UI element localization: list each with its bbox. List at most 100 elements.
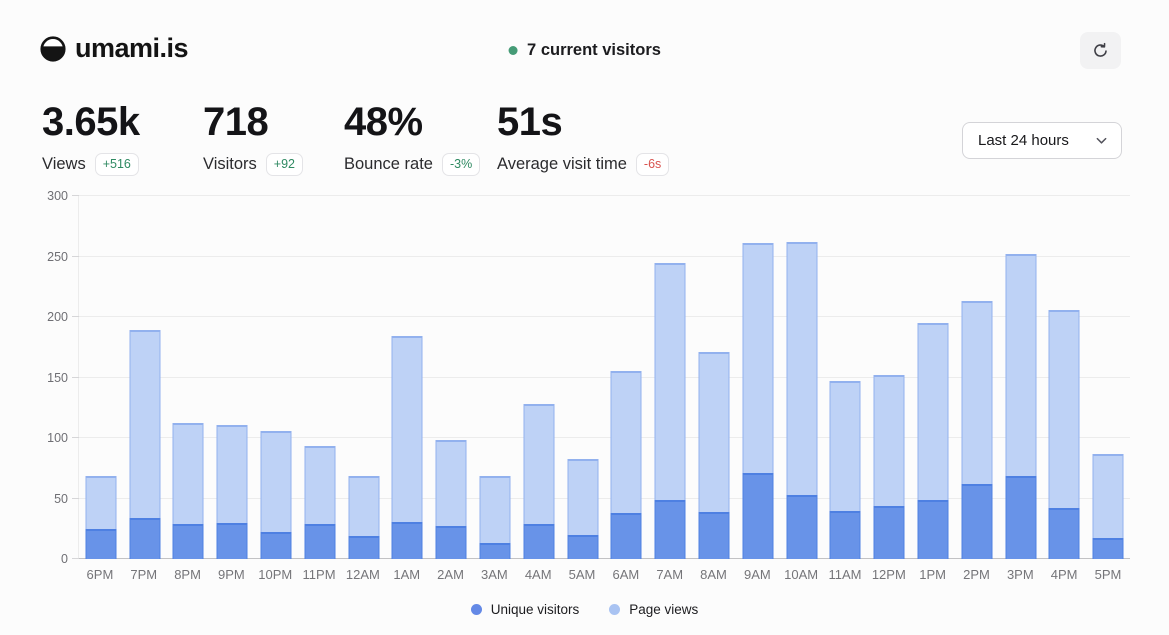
unique-visitors-bar[interactable] xyxy=(829,510,861,559)
metric-bounce-rate: 48% Bounce rate -3% xyxy=(344,102,497,176)
metric-change-badge: -6s xyxy=(635,153,670,176)
bar-group-3pm[interactable] xyxy=(999,196,1043,559)
metric-change-badge: +92 xyxy=(265,153,304,176)
bar-group-2pm[interactable] xyxy=(955,196,999,559)
metric-views: 3.65k Views +516 xyxy=(42,102,203,176)
bars-container xyxy=(79,196,1130,559)
x-tick-label: 2PM xyxy=(963,567,990,582)
gridline xyxy=(72,437,1130,438)
metric-change-badge: +516 xyxy=(94,153,139,176)
y-tick-label: 300 xyxy=(47,189,68,203)
date-range-select[interactable]: Last 24 hours xyxy=(962,122,1122,159)
metric-value: 48% xyxy=(344,100,423,144)
bar-group-2am[interactable] xyxy=(429,196,473,559)
unique-visitors-bar[interactable] xyxy=(873,505,905,559)
bar-group-10am[interactable] xyxy=(780,196,824,559)
axis-tick xyxy=(72,558,79,559)
legend-label: Page views xyxy=(629,602,699,617)
x-tick-label: 6PM xyxy=(86,567,114,582)
unique-visitors-bar[interactable] xyxy=(742,473,774,559)
bar-group-10pm[interactable] xyxy=(254,196,298,559)
unique-visitors-bar[interactable] xyxy=(260,532,292,559)
x-tick-label: 9PM xyxy=(218,567,245,582)
unique-visitors-bar[interactable] xyxy=(435,526,467,559)
x-tick-label: 10AM xyxy=(784,567,819,582)
chart-legend: Unique visitors Page views xyxy=(0,602,1169,617)
legend-item-page-views[interactable]: Page views xyxy=(609,602,698,617)
unique-visitors-bar[interactable] xyxy=(85,528,117,559)
bar-group-11pm[interactable] xyxy=(298,196,342,559)
bar-group-6am[interactable] xyxy=(605,196,649,559)
x-tick-label: 10PM xyxy=(258,567,293,582)
unique-visitors-bar[interactable] xyxy=(610,513,642,559)
unique-visitors-bar[interactable] xyxy=(698,511,730,559)
x-tick-label: 11PM xyxy=(302,567,336,582)
axis-tick xyxy=(72,376,79,378)
bar-group-1am[interactable] xyxy=(386,196,430,559)
unique-visitors-bar[interactable] xyxy=(961,483,993,559)
x-tick-label: 9AM xyxy=(743,567,771,582)
axis-tick xyxy=(72,316,79,317)
bar-group-7am[interactable] xyxy=(648,196,692,559)
unique-visitors-bar[interactable] xyxy=(479,543,511,559)
unique-visitors-bar[interactable] xyxy=(786,494,818,559)
brand: umami.is xyxy=(40,33,189,64)
unique-visitors-bar[interactable] xyxy=(523,523,555,559)
legend-dot-icon xyxy=(609,604,621,615)
bar-group-5am[interactable] xyxy=(561,196,605,559)
unique-visitors-bar[interactable] xyxy=(216,522,248,559)
bar-group-9pm[interactable] xyxy=(210,196,254,559)
x-tick-label: 6AM xyxy=(612,567,640,582)
x-tick-label: 12AM xyxy=(345,567,380,582)
x-axis-labels: 6PM 7PM 8PM 9PM 10PM 11PM 12AM 1AM 2AM 3AM 4AM 5AM 6… xyxy=(78,567,1130,582)
x-tick-label: 12PM xyxy=(871,567,906,582)
bar-group-1pm[interactable] xyxy=(911,196,955,559)
bar-group-9am[interactable] xyxy=(736,196,780,559)
x-tick-label: 5PM xyxy=(1094,567,1122,582)
bar-group-12am[interactable] xyxy=(342,196,386,559)
bar-group-12pm[interactable] xyxy=(867,196,911,559)
unique-visitors-bar[interactable] xyxy=(304,523,336,559)
unique-visitors-bar[interactable] xyxy=(1048,508,1080,559)
axis-tick xyxy=(72,497,79,499)
y-tick-label: 100 xyxy=(47,431,68,445)
gridline xyxy=(72,255,1130,257)
unique-visitors-bar[interactable] xyxy=(129,517,161,559)
refresh-button[interactable] xyxy=(1080,32,1121,69)
unique-visitors-bar[interactable] xyxy=(1005,475,1037,559)
bar-group-6pm[interactable] xyxy=(79,196,123,559)
metric-average-visit-time: 51s Average visit time -6s xyxy=(497,102,677,176)
bar-group-7pm[interactable] xyxy=(123,196,167,559)
current-visitors: 7 current visitors xyxy=(508,41,661,60)
x-tick-label: 7PM xyxy=(130,567,158,582)
bar-group-4am[interactable] xyxy=(517,196,561,559)
unique-visitors-bar[interactable] xyxy=(917,499,949,559)
x-tick-label: 1PM xyxy=(919,567,947,582)
date-range-label: Last 24 hours xyxy=(978,132,1069,149)
unique-visitors-bar[interactable] xyxy=(567,534,599,559)
unique-visitors-bar[interactable] xyxy=(391,521,423,559)
gridline xyxy=(72,195,1130,196)
unique-visitors-bar[interactable] xyxy=(172,523,204,559)
gridline xyxy=(72,376,1130,378)
metric-value: 718 xyxy=(203,100,269,144)
bar-group-5pm[interactable] xyxy=(1086,196,1130,559)
x-tick-label: 3AM xyxy=(481,567,508,582)
bar-group-8am[interactable] xyxy=(692,196,736,559)
y-tick-label: 200 xyxy=(47,310,68,324)
bar-group-4pm[interactable] xyxy=(1043,196,1087,559)
bar-group-8pm[interactable] xyxy=(167,196,211,559)
live-dot-icon xyxy=(508,46,518,55)
unique-visitors-bar[interactable] xyxy=(1092,538,1124,559)
metric-label: Average visit time xyxy=(497,154,627,173)
bar-group-11am[interactable] xyxy=(824,196,868,559)
y-tick-label: 150 xyxy=(47,370,68,385)
umami-logo-icon xyxy=(40,35,66,62)
bar-group-3am[interactable] xyxy=(473,196,517,559)
axis-tick xyxy=(72,255,79,257)
unique-visitors-bar[interactable] xyxy=(348,536,380,559)
metric-label: Visitors xyxy=(203,154,257,173)
gridline xyxy=(72,497,1130,499)
legend-item-unique-visitors[interactable]: Unique visitors xyxy=(470,602,579,617)
unique-visitors-bar[interactable] xyxy=(654,499,686,559)
